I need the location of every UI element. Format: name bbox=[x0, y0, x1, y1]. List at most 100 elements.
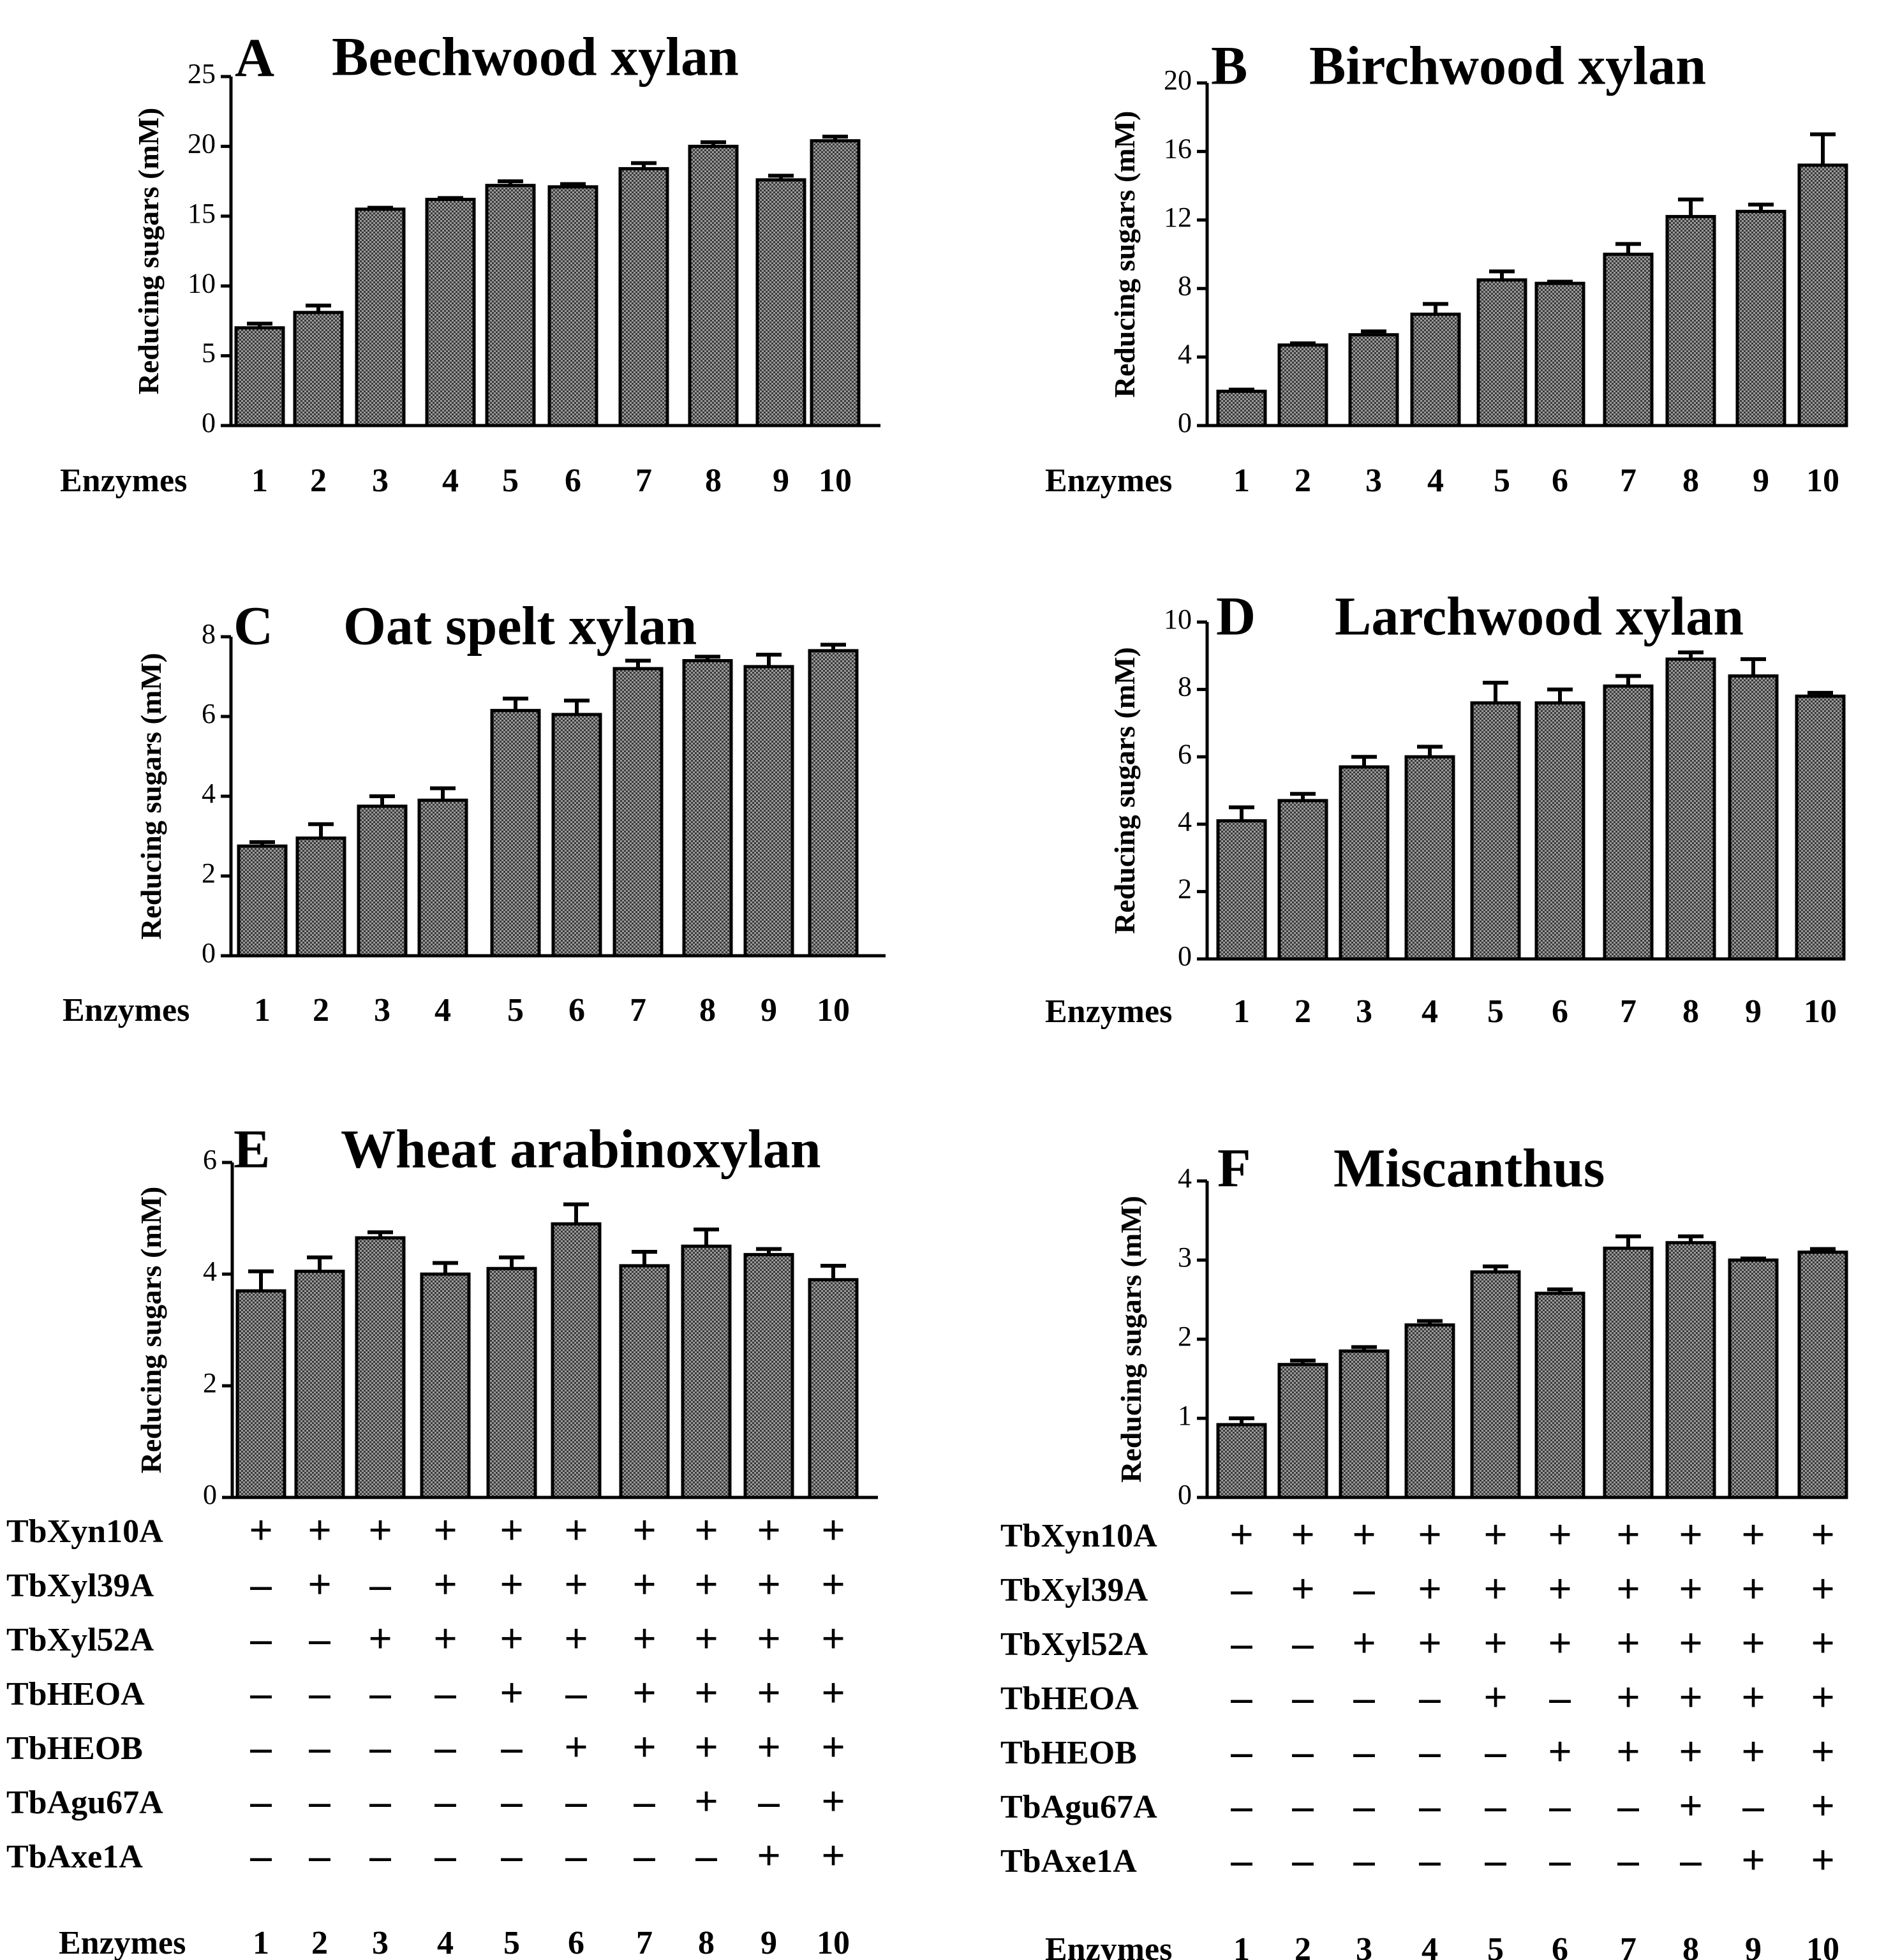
sign-plus: + bbox=[564, 1561, 588, 1608]
sign-plus: + bbox=[500, 1507, 524, 1554]
sign-plus: + bbox=[1811, 1511, 1835, 1558]
x-tick-label: 6 bbox=[1552, 463, 1568, 499]
sign-minus: – bbox=[250, 1724, 272, 1771]
sign-plus: + bbox=[757, 1832, 781, 1879]
bar-3 bbox=[355, 207, 406, 427]
x-tick-label: 9 bbox=[761, 1925, 777, 1960]
y-tick-label: 25 bbox=[188, 58, 216, 89]
x-tick-label: 4 bbox=[437, 1925, 454, 1960]
sign-plus: + bbox=[433, 1615, 457, 1662]
bar-2 bbox=[294, 1270, 345, 1499]
x-tick-label: 1 bbox=[251, 463, 268, 499]
x-tick-label: 5 bbox=[1487, 993, 1504, 1030]
bar-9 bbox=[1728, 1258, 1779, 1499]
y-tick-label: 0 bbox=[1178, 1479, 1192, 1510]
sign-minus: – bbox=[369, 1778, 392, 1825]
sign-minus: – bbox=[434, 1724, 457, 1771]
sign-plus: + bbox=[1616, 1728, 1640, 1775]
x-tick-label: 3 bbox=[1365, 463, 1382, 499]
sign-plus: + bbox=[564, 1615, 588, 1662]
y-tick-label: 0 bbox=[203, 1479, 217, 1510]
bar-5 bbox=[486, 1266, 537, 1499]
bar-10 bbox=[808, 649, 859, 958]
bar-7 bbox=[618, 167, 669, 427]
y-tick-label: 0 bbox=[1178, 407, 1192, 438]
bar-2 bbox=[1277, 799, 1328, 961]
sign-minus: – bbox=[1680, 1837, 1702, 1883]
sign-minus: – bbox=[1353, 1674, 1376, 1721]
sign-plus: + bbox=[1483, 1620, 1508, 1667]
bar-6 bbox=[551, 1222, 602, 1499]
sign-minus: – bbox=[434, 1670, 457, 1716]
sign-minus: – bbox=[309, 1615, 331, 1662]
sign-plus: + bbox=[757, 1561, 781, 1608]
x-tick-label: 10 bbox=[817, 992, 850, 1028]
sign-plus: + bbox=[500, 1561, 524, 1608]
sign-minus: – bbox=[250, 1670, 272, 1716]
panel-letter: F bbox=[1217, 1138, 1251, 1199]
sign-plus: + bbox=[632, 1670, 657, 1716]
x-tick-label: 8 bbox=[1682, 1931, 1699, 1960]
panel-title: Beechwood xylan bbox=[332, 26, 739, 87]
enzyme-row-label: TbAxe1A bbox=[1000, 1843, 1137, 1880]
x-tick-label: 1 bbox=[254, 992, 271, 1028]
sign-plus: + bbox=[821, 1670, 845, 1716]
sign-minus: – bbox=[758, 1778, 780, 1825]
x-tick-label: 5 bbox=[507, 992, 524, 1028]
panel-title: Miscanthus bbox=[1333, 1138, 1605, 1199]
bar-10 bbox=[1797, 163, 1848, 427]
sign-plus: + bbox=[1483, 1674, 1508, 1721]
sign-minus: – bbox=[1742, 1783, 1765, 1829]
x-tick-label: 2 bbox=[313, 992, 329, 1028]
x-tick-label: 2 bbox=[1295, 993, 1311, 1030]
bar-8 bbox=[1665, 214, 1716, 427]
sign-plus: + bbox=[1679, 1674, 1703, 1721]
bar-3 bbox=[1339, 765, 1390, 961]
sign-minus: – bbox=[565, 1778, 588, 1825]
sign-plus: + bbox=[632, 1615, 657, 1662]
sign-plus: + bbox=[1616, 1566, 1640, 1612]
x-tick-label: 4 bbox=[1422, 993, 1438, 1030]
bar-9 bbox=[755, 178, 806, 427]
sign-plus: + bbox=[1741, 1674, 1765, 1721]
x-axis-label: Enzymes bbox=[63, 992, 189, 1028]
y-tick-label: 10 bbox=[188, 267, 216, 299]
enzyme-row-label: TbXyn10A bbox=[1000, 1518, 1157, 1554]
sign-minus: – bbox=[369, 1561, 392, 1608]
sign-plus: + bbox=[1679, 1566, 1703, 1612]
panel-title: Wheat arabinoxylan bbox=[341, 1118, 821, 1180]
x-tick-label: 2 bbox=[1295, 463, 1311, 499]
sign-minus: – bbox=[369, 1832, 392, 1879]
sign-minus: – bbox=[1353, 1837, 1376, 1883]
bar-6 bbox=[1534, 281, 1585, 427]
bar-6 bbox=[551, 713, 602, 958]
sign-plus: + bbox=[694, 1778, 718, 1825]
y-tick-label: 5 bbox=[202, 338, 216, 369]
sign-plus: + bbox=[1352, 1511, 1376, 1558]
sign-minus: – bbox=[634, 1778, 656, 1825]
sign-minus: – bbox=[1231, 1728, 1253, 1775]
sign-plus: + bbox=[500, 1615, 524, 1662]
sign-minus: – bbox=[565, 1832, 588, 1879]
y-tick-label: 4 bbox=[1178, 1162, 1192, 1194]
bar-3 bbox=[357, 805, 408, 958]
sign-plus: + bbox=[1616, 1620, 1640, 1667]
x-tick-label: 6 bbox=[1552, 1931, 1568, 1960]
sign-plus: + bbox=[694, 1561, 718, 1608]
sign-minus: – bbox=[1292, 1783, 1314, 1829]
sign-minus: – bbox=[1485, 1837, 1507, 1883]
x-tick-label: 6 bbox=[568, 1925, 584, 1960]
sign-minus: – bbox=[1231, 1837, 1253, 1883]
sign-minus: – bbox=[634, 1832, 656, 1879]
panel-title: Birchwood xylan bbox=[1309, 35, 1706, 96]
bar-5 bbox=[1470, 701, 1521, 961]
y-tick-label: 3 bbox=[1178, 1242, 1192, 1273]
sign-plus: + bbox=[1741, 1511, 1765, 1558]
sign-minus: – bbox=[309, 1670, 331, 1716]
sign-minus: – bbox=[1353, 1728, 1376, 1775]
x-tick-label: 1 bbox=[253, 1925, 269, 1960]
sign-plus: + bbox=[1548, 1511, 1572, 1558]
x-tick-label: 9 bbox=[1745, 1931, 1762, 1960]
sign-plus: + bbox=[1418, 1511, 1442, 1558]
sign-minus: – bbox=[369, 1670, 392, 1716]
